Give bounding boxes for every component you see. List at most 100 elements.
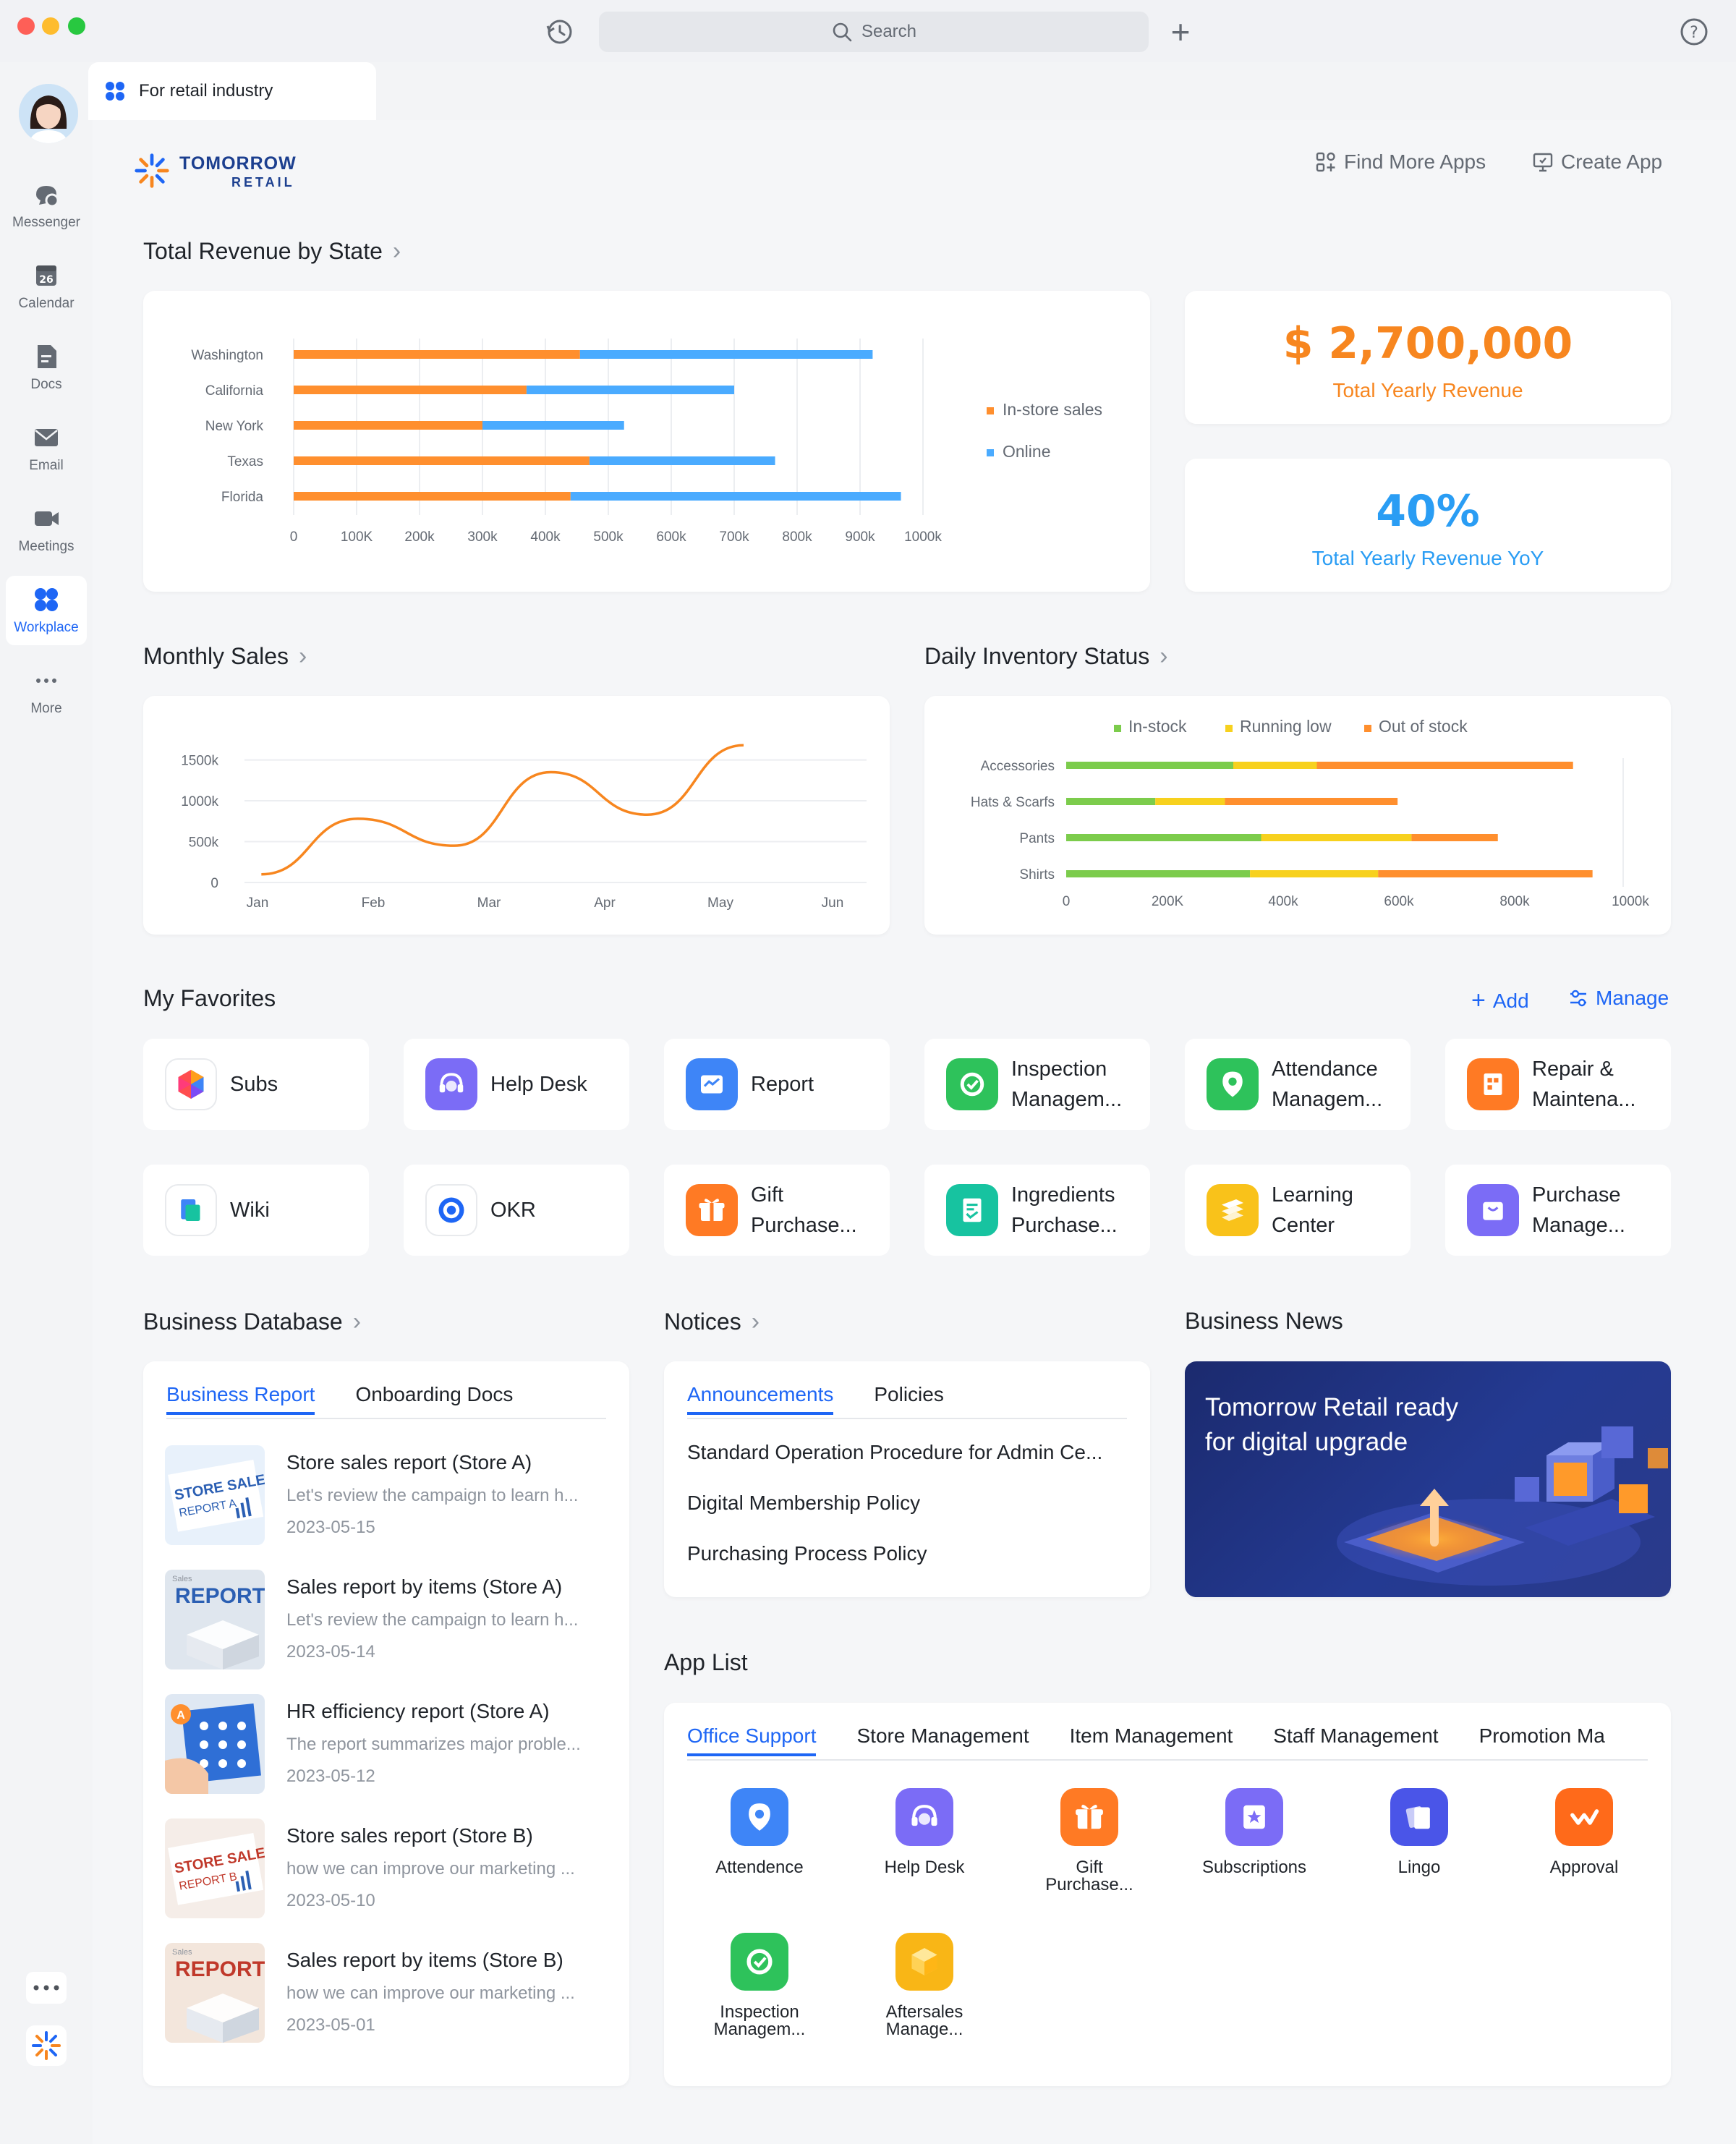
sidebar-item-email[interactable]: Email — [6, 414, 87, 483]
maximize-window-button[interactable] — [68, 17, 85, 35]
business-report-item[interactable]: STORE SALES REPORT B Store sales report … — [165, 1818, 628, 1920]
app-list-item[interactable]: Help Desk — [852, 1788, 997, 1876]
favorite-app-tile[interactable]: Inspection Managem... — [924, 1039, 1150, 1130]
business-db-title[interactable]: Business Database › — [143, 1308, 361, 1336]
app-list-item[interactable]: Inspection Managem... — [687, 1933, 832, 2038]
ingredients-icon — [963, 1198, 982, 1222]
business-news-title: Business News — [1185, 1308, 1343, 1335]
search-input[interactable]: Search — [599, 12, 1149, 52]
help-icon[interactable]: ? — [1678, 16, 1710, 48]
rail-more-button[interactable] — [26, 1972, 67, 2004]
svg-text:Sales: Sales — [172, 1948, 192, 1957]
favorite-app-tile[interactable]: Report — [664, 1039, 890, 1130]
report-date: 2023-05-12 — [286, 1766, 375, 1786]
lingo-icon — [1405, 1806, 1430, 1829]
lingo-icon-tile — [1390, 1788, 1448, 1846]
notice-item[interactable]: Purchasing Process Policy — [687, 1542, 927, 1565]
bar-segment — [579, 350, 873, 359]
sidebar-item-calendar[interactable]: 26 Calendar — [6, 252, 87, 321]
report-description: how we can improve our marketing ... — [286, 1859, 575, 1879]
app-list-item[interactable]: Gift Purchase... — [1017, 1788, 1162, 1894]
favorite-app-tile[interactable]: OKR — [404, 1165, 629, 1256]
legend-swatch — [987, 407, 994, 414]
tab-business-report[interactable]: Business Report — [166, 1383, 315, 1415]
report-thumbnail: A — [165, 1694, 265, 1794]
brand-name: TOMORROW — [179, 153, 297, 174]
business-report-item[interactable]: A HR efficiency report (Store A) The rep… — [165, 1694, 628, 1795]
favorite-app-label: Attendance Managem... — [1272, 1058, 1383, 1111]
chevron-right-icon: › — [352, 1308, 362, 1335]
section-title-text: Total Revenue by State — [143, 238, 383, 264]
favorite-app-tile[interactable]: Purchase Manage... — [1445, 1165, 1671, 1256]
favorite-app-label: Report — [751, 1073, 814, 1096]
monthly-sales-title[interactable]: Monthly Sales › — [143, 642, 307, 671]
find-more-apps-button[interactable]: Find More Apps — [1315, 150, 1486, 174]
report-title: Sales report by items (Store B) — [286, 1949, 563, 1971]
favorite-app-tile[interactable]: Gift Purchase... — [664, 1165, 890, 1256]
notice-item[interactable]: Digital Membership Policy — [687, 1492, 921, 1514]
bar-segment — [1233, 762, 1317, 769]
favorite-app-tile[interactable]: Help Desk — [404, 1039, 629, 1130]
inventory-title[interactable]: Daily Inventory Status › — [924, 642, 1168, 671]
favorite-app-tile[interactable]: Wiki — [143, 1165, 369, 1256]
sales-line — [261, 744, 744, 876]
favorite-app-label: Subs — [230, 1073, 278, 1096]
favorite-app-tile[interactable]: Subs — [143, 1039, 369, 1130]
app-label: Help Desk — [884, 1858, 965, 1877]
revenue-section-title[interactable]: Total Revenue by State › — [143, 237, 401, 265]
chevron-right-icon: › — [298, 642, 307, 670]
app-list-item[interactable]: Aftersales Manage... — [852, 1933, 997, 2038]
business-report-item[interactable]: STORE SALES REPORT A Store sales report … — [165, 1445, 628, 1547]
tab-staff-management[interactable]: Staff Management — [1273, 1724, 1439, 1747]
business-report-item[interactable]: Sales REPORT Sales report by items (Stor… — [165, 1943, 628, 2044]
history-icon[interactable] — [544, 16, 576, 48]
notice-item[interactable]: Standard Operation Procedure for Admin C… — [687, 1441, 1103, 1463]
sidebar-item-workplace[interactable]: Workplace — [6, 576, 87, 645]
tab-store-management[interactable]: Store Management — [856, 1724, 1029, 1747]
y-tick-label: 500k — [189, 835, 219, 851]
favorite-app-label: Gift Purchase... — [751, 1183, 857, 1237]
avatar[interactable] — [19, 84, 78, 143]
tab-promotion-management[interactable]: Promotion Ma — [1478, 1724, 1605, 1747]
close-window-button[interactable] — [17, 17, 35, 35]
create-app-button[interactable]: Create App — [1532, 150, 1662, 174]
new-tab-button[interactable]: + — [1170, 13, 1191, 51]
app-list-item[interactable]: Approval — [1512, 1788, 1656, 1876]
minimize-window-button[interactable] — [42, 17, 59, 35]
tab-for-retail-industry[interactable]: For retail industry — [88, 62, 376, 120]
okr-icon — [438, 1197, 464, 1223]
bar-segment — [1316, 762, 1573, 769]
sidebar-item-meetings[interactable]: Meetings — [6, 495, 87, 564]
app-list-item[interactable]: Attendence — [687, 1788, 832, 1876]
report-date: 2023-05-10 — [286, 1891, 375, 1910]
app-list-item[interactable]: Lingo — [1347, 1788, 1492, 1876]
app-list-item[interactable]: Subscriptions — [1182, 1788, 1327, 1876]
tab-onboarding-docs[interactable]: Onboarding Docs — [355, 1383, 514, 1405]
x-tick-label: Feb — [362, 896, 386, 911]
tab-policies[interactable]: Policies — [874, 1383, 944, 1405]
business-report-item[interactable]: Sales REPORT Sales report by items (Stor… — [165, 1570, 628, 1671]
brand-logo-button[interactable] — [26, 2025, 67, 2066]
favorite-app-tile[interactable]: Attendance Managem... — [1185, 1039, 1410, 1130]
sidebar-item-more[interactable]: More — [6, 657, 87, 726]
favorites-add-button[interactable]: + Add — [1471, 987, 1529, 1015]
favorite-app-tile[interactable]: Learning Center — [1185, 1165, 1410, 1256]
category-label: Pants — [1019, 831, 1055, 846]
sidebar-item-messenger[interactable]: Messenger — [6, 171, 87, 240]
favorite-app-tile[interactable]: Ingredients Purchase... — [924, 1165, 1150, 1256]
tab-divider — [687, 1418, 1127, 1419]
repair-icon-tile — [1467, 1058, 1519, 1110]
learning-icon — [1222, 1199, 1243, 1221]
x-tick-label: 200k — [404, 529, 435, 545]
sidebar-item-docs[interactable]: Docs — [6, 333, 87, 402]
tab-item-management[interactable]: Item Management — [1069, 1724, 1233, 1747]
notices-title[interactable]: Notices › — [664, 1308, 760, 1336]
bar-segment — [294, 386, 527, 394]
tab-office-support[interactable]: Office Support — [687, 1724, 817, 1756]
favorite-app-tile[interactable]: Repair & Maintena... — [1445, 1039, 1671, 1130]
tab-announcements[interactable]: Announcements — [687, 1383, 834, 1415]
inventory-bar-chart: 0 200K 400k 600k 800k 1000k Accessories Hats & … — [971, 717, 1650, 909]
favorites-manage-button[interactable]: Manage — [1568, 987, 1669, 1010]
business-news-banner[interactable]: Tomorrow Retail ready for digital upgrad… — [1185, 1361, 1671, 1597]
x-tick-label: 100K — [341, 529, 373, 545]
